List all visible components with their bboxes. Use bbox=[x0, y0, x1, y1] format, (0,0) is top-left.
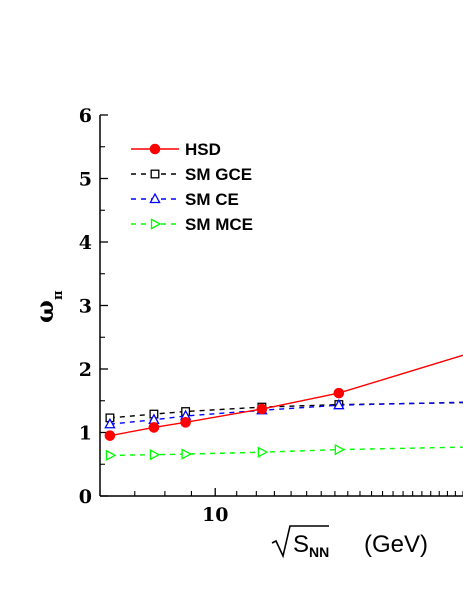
y-axis-label: ω bbox=[30, 300, 59, 323]
data-point bbox=[180, 417, 191, 428]
y-axis-label-subscript: π bbox=[51, 290, 66, 300]
legend: HSD SM GCE SM CE SM MCE bbox=[131, 140, 253, 234]
y-tick-label: 1 bbox=[79, 423, 92, 445]
x-axis-unit: (GeV) bbox=[364, 531, 428, 558]
legend-entry: SM MCE bbox=[131, 215, 253, 234]
data-point bbox=[149, 143, 161, 155]
data-point bbox=[105, 449, 117, 462]
sqrt-symbol bbox=[271, 525, 329, 559]
y-tick-label: 5 bbox=[79, 169, 92, 191]
data-point bbox=[104, 417, 116, 429]
series-layer bbox=[104, 354, 463, 462]
axes: 0 1 2 3 4 5 6 10 bbox=[79, 105, 463, 526]
legend-label: SM CE bbox=[185, 190, 239, 209]
data-point bbox=[257, 446, 269, 458]
y-tick-label: 2 bbox=[79, 359, 92, 381]
series-sm-mce bbox=[105, 443, 463, 462]
x-axis-label-subscript: NN bbox=[309, 544, 329, 560]
axis-labels: ω π S NN (GeV) bbox=[30, 290, 428, 560]
y-tick-label: 0 bbox=[79, 486, 92, 508]
series-line bbox=[109, 354, 463, 437]
legend-label: SM GCE bbox=[185, 165, 252, 184]
data-point bbox=[149, 192, 161, 204]
series-hsd bbox=[104, 354, 463, 441]
data-point bbox=[256, 403, 268, 415]
x-axis-label-base: S bbox=[293, 531, 309, 558]
y-tick-label: 6 bbox=[79, 105, 92, 127]
data-point bbox=[333, 398, 345, 410]
data-point bbox=[148, 422, 160, 433]
legend-entry: SM CE bbox=[131, 190, 239, 209]
series-line bbox=[109, 401, 463, 425]
series-sm-gce bbox=[105, 400, 463, 423]
data-point bbox=[150, 218, 162, 230]
data-point bbox=[181, 448, 192, 460]
y-tick-label: 4 bbox=[79, 232, 92, 254]
legend-entry: SM GCE bbox=[131, 165, 252, 184]
series-line bbox=[109, 446, 463, 457]
data-point bbox=[104, 430, 116, 441]
x-tick-label: 10 bbox=[202, 504, 228, 526]
legend-entry: HSD bbox=[131, 140, 221, 159]
data-point bbox=[149, 449, 161, 461]
data-point bbox=[150, 169, 160, 179]
series-line bbox=[109, 401, 463, 419]
data-point bbox=[333, 387, 345, 399]
legend-label: HSD bbox=[185, 140, 221, 159]
legend-label: SM MCE bbox=[185, 215, 253, 234]
series-sm-ce bbox=[104, 398, 463, 429]
y-tick-label: 3 bbox=[79, 296, 92, 318]
data-point bbox=[334, 443, 346, 456]
